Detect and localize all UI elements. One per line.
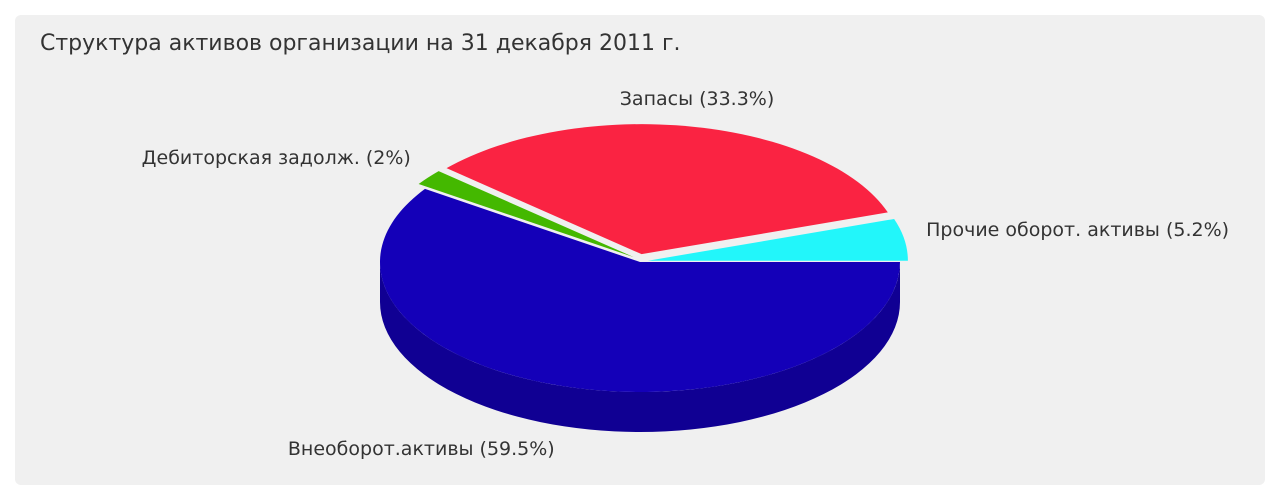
label-value: (59.5%) xyxy=(480,438,555,460)
slice xyxy=(446,124,888,255)
label-value: (5.2%) xyxy=(1166,219,1229,241)
label-category: Запасы xyxy=(620,88,693,110)
data-label: Запасы (33.3%) xyxy=(620,88,775,110)
slice xyxy=(380,188,900,392)
label-category: Внеоборот.активы xyxy=(288,438,474,460)
data-label: Прочие оборот. активы (5.2%) xyxy=(926,219,1229,241)
slice-tops xyxy=(380,124,908,392)
data-label: Внеоборот.активы (59.5%) xyxy=(288,438,555,460)
label-category: Дебиторская задолж. xyxy=(142,147,360,169)
label-value: (2%) xyxy=(366,147,411,169)
label-category: Прочие оборот. активы xyxy=(926,219,1160,241)
label-value: (33.3%) xyxy=(699,88,774,110)
chart-title: Структура активов организации на 31 дека… xyxy=(40,31,681,56)
slice xyxy=(647,218,908,261)
slice xyxy=(418,171,634,258)
slice-sides xyxy=(380,262,900,432)
slice-side xyxy=(380,262,900,432)
data-label: Дебиторская задолж. (2%) xyxy=(142,147,411,169)
